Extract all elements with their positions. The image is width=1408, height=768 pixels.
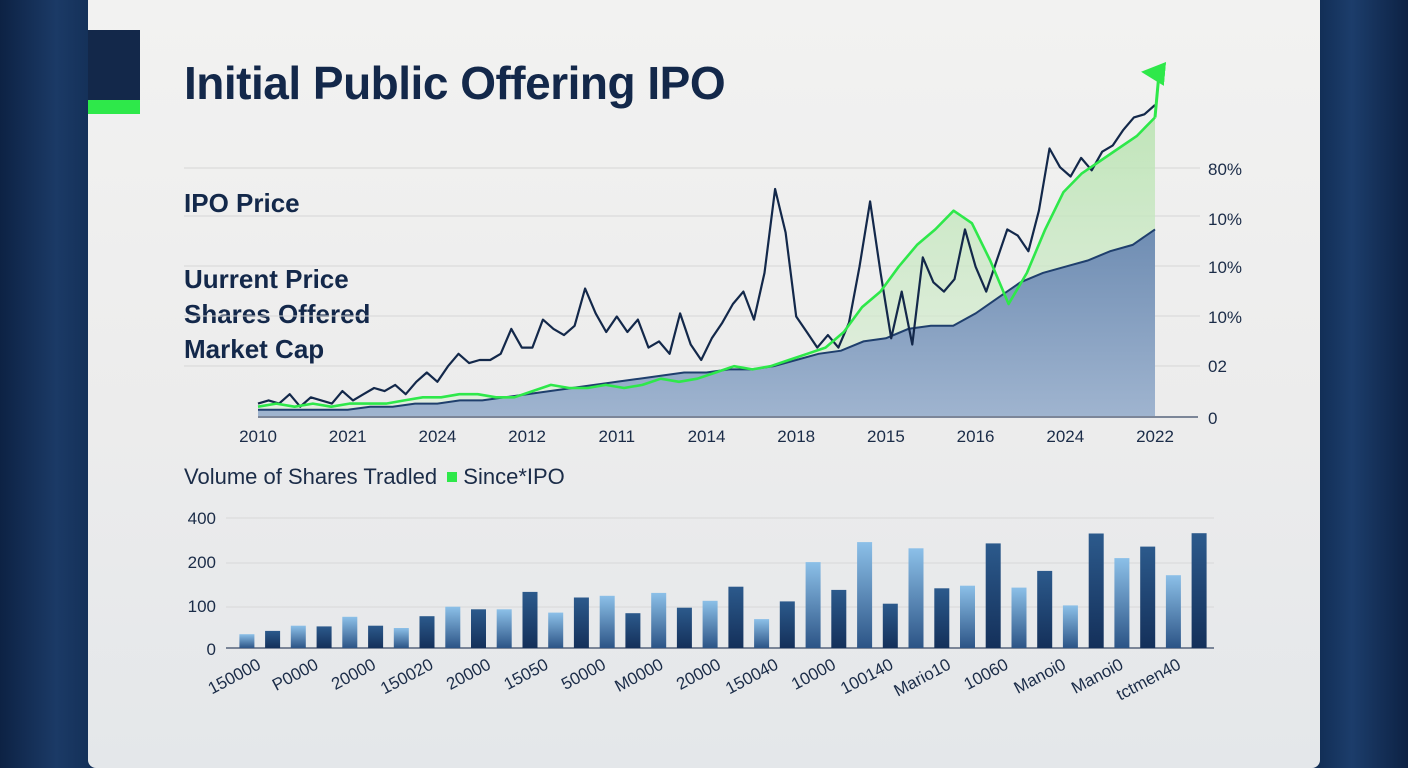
bar-x-tick-label: P0000	[269, 655, 321, 695]
bar-x-tick-label: 150000	[205, 655, 264, 698]
bar-y-tick-label: 400	[188, 509, 216, 528]
volume-bar	[1191, 533, 1207, 648]
bar-x-tick-label: Manoi0	[1011, 655, 1069, 698]
x-tick-label: 2012	[508, 427, 546, 446]
volume-bar	[548, 612, 564, 648]
volume-bar	[239, 634, 255, 648]
volume-bar	[1114, 558, 1130, 648]
x-tick-label: 2024	[1046, 427, 1084, 446]
volume-bar	[805, 562, 821, 648]
volume-bar	[908, 548, 924, 648]
volume-bar	[496, 609, 512, 648]
bar-x-tick-label: tctmen40	[1113, 655, 1184, 705]
volume-bar	[625, 613, 641, 648]
volume-bar	[779, 601, 795, 648]
bar-x-tick-label: Mario10	[891, 655, 954, 701]
bar-x-tick-label: 50000	[558, 655, 609, 694]
bar-y-tick-label: 0	[207, 640, 216, 659]
accent-bar	[88, 100, 140, 114]
x-tick-label: 2016	[957, 427, 995, 446]
bar-x-tick-label: 20000	[673, 655, 724, 694]
bar-x-tick-label: 20000	[443, 655, 494, 694]
volume-bar	[393, 628, 409, 648]
volume-title-text: Volume of Shares Tradled	[184, 464, 438, 489]
x-tick-label: 2014	[688, 427, 726, 446]
volume-bar	[702, 600, 718, 648]
y-tick-label: 80%	[1208, 160, 1242, 179]
x-tick-label: 2021	[329, 427, 367, 446]
bar-y-tick-label: 200	[188, 553, 216, 572]
label-market-cap: Market Cap	[184, 334, 325, 364]
volume-bar	[1088, 533, 1104, 648]
volume-bar	[599, 595, 615, 648]
volume-bar	[960, 585, 975, 648]
volume-bar	[676, 607, 692, 648]
accent-block	[88, 30, 140, 100]
volume-bar	[316, 626, 332, 648]
y-tick-label: 02	[1208, 357, 1227, 376]
volume-chart-title: Volume of Shares Tradled Since*IPO	[184, 464, 565, 490]
volume-bar	[728, 586, 744, 648]
volume-bar	[934, 588, 950, 648]
volume-bar	[445, 606, 461, 648]
legend-swatch	[447, 472, 458, 482]
bar-x-tick-label: 150040	[722, 655, 781, 698]
x-tick-label: 2018	[777, 427, 815, 446]
volume-bar	[368, 625, 384, 648]
bar-x-tick-label: 150020	[377, 655, 436, 698]
label-ipo-price: IPO Price	[184, 188, 300, 218]
volume-bar	[342, 616, 358, 648]
market-cap-area	[258, 229, 1155, 416]
bar-x-tick-label: 20000	[328, 655, 379, 694]
bar-x-tick-label: 10000	[788, 655, 839, 694]
bar-x-tick-label: 10060	[961, 655, 1012, 694]
bar-x-tick-label: M0000	[612, 655, 667, 696]
y-tick-label: 10%	[1208, 210, 1242, 229]
volume-bar	[265, 630, 281, 648]
volume-bar	[1011, 587, 1027, 648]
y-tick-label: 10%	[1208, 308, 1242, 327]
volume-bar	[985, 543, 1001, 648]
volume-bar	[857, 542, 873, 648]
bar-x-tick-label: 100140	[837, 655, 896, 698]
volume-bar	[882, 603, 898, 648]
volume-bar	[651, 592, 667, 648]
volume-bar	[1165, 575, 1181, 648]
volume-bar	[522, 591, 538, 648]
y-tick-label: 0	[1208, 409, 1217, 428]
volume-bar	[419, 616, 435, 648]
ipo-price-line	[257, 116, 1156, 408]
trend-arrow	[1141, 62, 1167, 118]
x-tick-label: 2022	[1136, 427, 1174, 446]
volume-bar	[1062, 605, 1078, 648]
x-tick-label: 2011	[599, 427, 636, 446]
volume-bar	[290, 625, 306, 648]
market-cap-line	[258, 228, 1156, 411]
volume-bar	[1140, 546, 1156, 648]
label-shares-offered: Shares Offered	[184, 299, 371, 329]
volume-bar	[471, 609, 486, 648]
bar-x-tick-label: 15050	[501, 655, 552, 694]
page-title: Initial Public Offering IPO	[184, 57, 726, 109]
x-tick-label: 2015	[867, 427, 905, 446]
volume-bar	[831, 589, 847, 648]
label-current-price: Uurrent Price	[184, 264, 349, 294]
volume-bar	[573, 597, 589, 648]
x-tick-label: 2024	[418, 427, 456, 446]
x-tick-label: 2010	[239, 427, 277, 446]
volume-bar	[1037, 570, 1053, 648]
volume-bar	[754, 619, 770, 648]
current-price-line	[257, 104, 1156, 408]
legend-label: Since*IPO	[463, 464, 565, 489]
y-tick-label: 10%	[1208, 258, 1242, 277]
bar-y-tick-label: 100	[188, 597, 216, 616]
